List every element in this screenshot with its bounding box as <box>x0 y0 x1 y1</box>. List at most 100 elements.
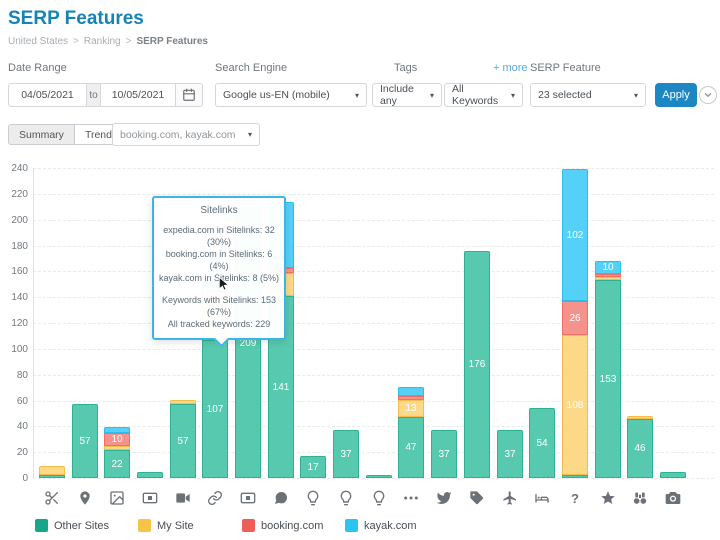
video-camera-icon <box>174 489 192 507</box>
bar-tag[interactable]: 176 <box>464 251 490 478</box>
apply-button[interactable]: Apply <box>655 83 697 107</box>
segment-other-sites[interactable] <box>660 472 686 478</box>
y-axis-tick-label: 240 <box>11 163 28 174</box>
gridline <box>33 168 714 169</box>
search-engine-select[interactable]: Google us-EN (mobile) ▾ <box>215 83 367 107</box>
bar-binoculars[interactable]: 46 <box>627 416 653 478</box>
tags-keywords-value: All Keywords <box>452 83 499 107</box>
segment-other-sites[interactable]: 47 <box>398 417 424 478</box>
segment-other-sites[interactable]: 176 <box>464 251 490 478</box>
tags-include-value: Include any <box>380 83 414 107</box>
y-axis-line <box>33 168 34 478</box>
tags-keywords-select[interactable]: All Keywords ▾ <box>444 83 523 107</box>
legend-swatch <box>345 519 358 532</box>
segment-my-site[interactable]: 13 <box>398 400 424 417</box>
calendar-icon[interactable] <box>175 84 202 106</box>
tab-summary[interactable]: Summary <box>8 124 75 145</box>
caret-down-icon: ▾ <box>633 90 638 100</box>
segment-other-sites[interactable] <box>137 472 163 478</box>
segment-other-sites[interactable] <box>562 475 588 478</box>
segment-other-sites[interactable]: 37 <box>497 430 523 478</box>
legend-item-kayak-com[interactable]: kayak.com <box>345 519 417 532</box>
segment-other-sites[interactable]: 153 <box>595 280 621 478</box>
search-engine-label: Search Engine <box>215 62 288 74</box>
segment-booking-com[interactable]: 26 <box>562 301 588 335</box>
segment-other-sites[interactable]: 57 <box>170 404 196 478</box>
bar-twitter[interactable]: 37 <box>431 430 457 478</box>
segment-other-sites[interactable] <box>39 475 65 478</box>
segment-other-sites[interactable]: 37 <box>431 430 457 478</box>
bar-airplane[interactable]: 37 <box>497 430 523 478</box>
segment-value-label: 26 <box>569 312 581 324</box>
date-to-input[interactable]: 10/05/2021 <box>111 89 165 101</box>
legend-item-booking-com[interactable]: booking.com <box>242 519 323 532</box>
gridline <box>33 478 714 479</box>
image-icon <box>108 489 126 507</box>
segment-other-sites[interactable]: 57 <box>72 404 98 478</box>
segment-other-sites[interactable]: 46 <box>627 419 653 478</box>
domains-select[interactable]: booking.com, kayak.com ▾ <box>112 123 260 146</box>
segment-value-label: 54 <box>536 437 548 449</box>
bar-star[interactable]: 10 153 <box>595 261 621 478</box>
date-from-input[interactable]: 04/05/2021 <box>21 89 74 101</box>
domains-value: booking.com, kayak.com <box>120 128 236 141</box>
segment-kayak-com[interactable]: 10 <box>595 261 621 274</box>
tags-include-select[interactable]: Include any ▾ <box>372 83 442 107</box>
segment-other-sites[interactable]: 22 <box>104 450 130 478</box>
segment-booking-com[interactable] <box>595 274 621 277</box>
bar-question-mark[interactable]: 102 26 108 <box>562 169 588 478</box>
bar-scissors[interactable] <box>39 466 65 478</box>
segment-kayak-com[interactable] <box>398 387 424 396</box>
segment-my-site[interactable] <box>627 416 653 419</box>
segment-other-sites[interactable] <box>366 475 392 478</box>
tags-label: Tags <box>394 62 418 74</box>
speech-bubble-icon <box>272 489 290 507</box>
bar-ellipsis[interactable]: 13 47 <box>398 387 424 478</box>
segment-kayak-com[interactable]: 102 <box>562 169 588 301</box>
bar-lightbulb[interactable]: 37 <box>333 430 359 478</box>
bar-camera[interactable] <box>660 472 686 478</box>
bar-lightbulb[interactable] <box>366 475 392 478</box>
bar-screen[interactable] <box>137 472 163 478</box>
breadcrumb-item[interactable]: Ranking <box>83 36 121 47</box>
bar-video-camera[interactable]: 57 <box>170 400 196 478</box>
segment-other-sites[interactable]: 17 <box>300 456 326 478</box>
tooltip-footer-lines: Keywords with Sitelinks: 153 (67%) All tr… <box>157 294 281 330</box>
bar-bed[interactable]: 54 <box>529 408 555 478</box>
segment-booking-com[interactable]: 10 <box>104 433 130 446</box>
segment-value-label: 108 <box>566 399 584 411</box>
segment-value-label: 102 <box>566 229 584 241</box>
y-axis-tick-label: 180 <box>11 241 28 252</box>
serp-feature-select[interactable]: 23 selected ▾ <box>530 83 646 107</box>
legend-label: booking.com <box>261 519 324 532</box>
segment-my-site[interactable] <box>39 466 65 475</box>
segment-value-label: 47 <box>405 442 417 453</box>
bar-lightbulb[interactable]: 17 <box>300 456 326 478</box>
collapse-filters-button[interactable] <box>699 86 717 104</box>
more-tags-link[interactable]: + more <box>493 62 528 74</box>
gridline <box>33 401 714 402</box>
y-axis-tick-label: 120 <box>11 318 28 329</box>
bed-icon <box>533 489 551 507</box>
bar-map-pin[interactable]: 57 <box>72 404 98 478</box>
mouse-cursor-icon <box>218 276 230 291</box>
segment-my-site[interactable] <box>595 277 621 280</box>
screen-icon <box>239 489 257 507</box>
segment-value-label: 176 <box>468 359 486 370</box>
segment-other-sites[interactable]: 37 <box>333 430 359 478</box>
legend-item-other-sites[interactable]: Other Sites <box>35 519 109 532</box>
segment-booking-com[interactable] <box>398 396 424 400</box>
segment-my-site[interactable] <box>104 446 130 450</box>
segment-kayak-com[interactable] <box>104 427 130 433</box>
serp-feature-value: 23 selected <box>538 89 592 101</box>
segment-other-sites[interactable]: 54 <box>529 408 555 478</box>
breadcrumb-item-current: SERP Features <box>136 36 208 47</box>
segment-value-label: 37 <box>504 448 516 460</box>
breadcrumb-item[interactable]: United States <box>8 36 69 47</box>
segment-my-site[interactable]: 108 <box>562 335 588 475</box>
segment-value-label: 107 <box>206 403 224 415</box>
bar-image[interactable]: 10 22 <box>104 427 130 478</box>
segment-my-site[interactable] <box>170 400 196 404</box>
segment-other-sites[interactable]: 107 <box>202 340 228 478</box>
legend-item-my-site[interactable]: My Site <box>138 519 194 532</box>
